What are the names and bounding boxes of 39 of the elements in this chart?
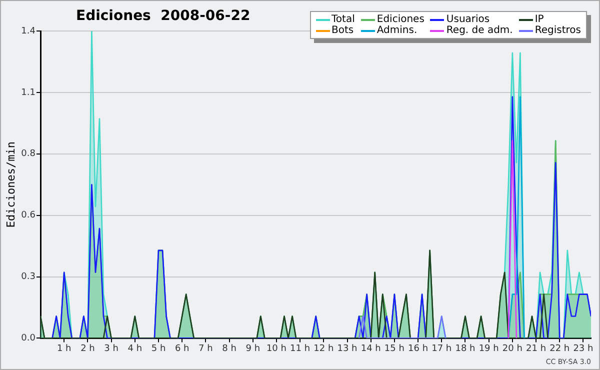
y-tick-label: 0.6 [21,210,36,221]
x-tick-label: 23 h [573,344,594,354]
legend-label: Registros [534,25,581,36]
x-tick-label: 14 h [360,344,381,354]
x-tick-label: 9 h [246,344,260,354]
x-tick-label: 5 h [151,344,166,354]
x-tick-label: 10 h [266,344,286,354]
y-tick-label: 1.1 [21,88,36,98]
y-tick-label: 0.0 [21,334,36,344]
x-tick-label: 15 h [384,344,404,354]
y-tick-label: 1.4 [21,26,36,36]
x-tick-label: 3 h [104,344,118,354]
legend-label: Total [332,14,355,25]
x-tick-label: 18 h [455,344,476,354]
x-tick-label: 21 h [526,344,546,354]
x-tick-label: 4 h [128,344,142,354]
x-tick-label: 2 h [80,344,95,354]
legend-label: Usuarios [446,14,490,25]
legend-label: Reg. de adm. [446,25,513,36]
x-tick-label: 16 h [408,344,428,354]
legend-label: Ediciones [376,14,424,25]
x-tick-label: 1 h [56,344,72,354]
x-tick-label: 6 h [174,344,190,354]
y-tick-label: 0.3 [21,272,36,282]
x-tick-label: 7 h [198,344,213,354]
y-axis-title: Ediciones/min [4,142,18,228]
x-tick-label: 11 h [290,344,310,354]
x-tick-label: 8 h [222,344,236,354]
x-tick-label: 20 h [502,344,522,354]
legend-label: Bots [332,25,354,36]
y-tick-label: 0.8 [21,149,36,160]
x-tick-label: 19 h [478,344,499,354]
x-tick-label: 12 h [314,344,334,354]
x-tick-label: 13 h [337,344,358,354]
x-tick-label: 22 h [550,344,570,354]
x-tick-label: 17 h [432,344,452,354]
legend-label: IP [534,14,544,25]
legend-label: Admins. [376,25,418,36]
chart-title: Ediciones 2008-06-22 [76,8,250,24]
